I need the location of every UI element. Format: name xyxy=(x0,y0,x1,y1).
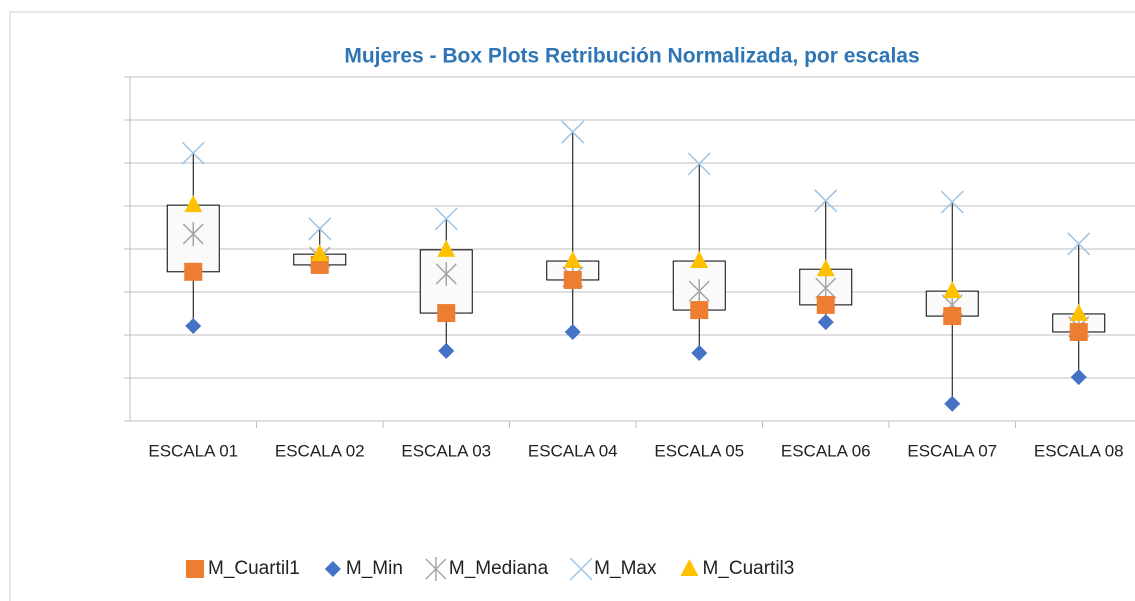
x-tick-label: ESCALA 07 xyxy=(907,441,997,460)
marker-diamond xyxy=(691,345,708,362)
x-tick-label: ESCALA 04 xyxy=(528,441,618,460)
marker-diamond xyxy=(1070,369,1087,386)
marker-square xyxy=(184,262,203,281)
marker-diamond xyxy=(564,323,581,340)
marker-x xyxy=(814,189,838,213)
marker-square xyxy=(1069,322,1088,341)
marker-triangle xyxy=(943,281,962,299)
legend-label: M_Cuartil3 xyxy=(702,558,794,579)
marker-star xyxy=(688,279,710,304)
marker-x xyxy=(561,120,585,144)
marker-x xyxy=(687,152,711,176)
marker-triangle xyxy=(184,195,203,213)
x-tick-label: ESCALA 08 xyxy=(1034,441,1124,460)
legend-item: M_Mediana xyxy=(425,557,549,581)
marker-diamond xyxy=(944,395,961,412)
marker-x xyxy=(569,557,593,581)
marker-square xyxy=(690,301,709,320)
marker-x xyxy=(181,141,205,165)
x-tick-label: ESCALA 05 xyxy=(654,441,744,460)
x-tick-label: ESCALA 01 xyxy=(148,441,238,460)
legend-label: M_Max xyxy=(594,558,657,579)
legend-item: M_Max xyxy=(569,557,657,581)
marker-diamond xyxy=(438,342,455,359)
marker-triangle xyxy=(437,239,456,257)
marker-diamond xyxy=(817,314,834,331)
legend-label: M_Cuartil1 xyxy=(208,558,300,579)
marker-x xyxy=(434,207,458,231)
marker-triangle xyxy=(680,559,699,576)
marker-triangle xyxy=(563,251,582,269)
x-tick-label: ESCALA 02 xyxy=(275,441,365,460)
marker-triangle xyxy=(1069,303,1088,321)
marker-triangle xyxy=(690,251,709,269)
marker-square xyxy=(437,304,456,323)
marker-x xyxy=(940,190,964,214)
marker-triangle xyxy=(310,244,329,262)
legend-item: M_Cuartil3 xyxy=(680,558,794,579)
marker-x xyxy=(1067,232,1091,256)
marker-diamond xyxy=(185,317,202,334)
legend-item: M_Cuartil1 xyxy=(186,558,300,579)
marker-square xyxy=(563,270,582,289)
marker-diamond xyxy=(324,561,341,577)
marker-square xyxy=(186,560,204,578)
legend-label: M_Min xyxy=(346,558,403,579)
marker-triangle xyxy=(816,259,835,277)
chart-title: Mujeres - Box Plots Retribución Normaliz… xyxy=(344,45,919,68)
marker-square xyxy=(816,295,835,314)
marker-star xyxy=(425,557,447,581)
legend-label: M_Mediana xyxy=(449,558,549,579)
marker-star xyxy=(182,221,204,246)
marker-x xyxy=(308,217,332,241)
x-tick-label: ESCALA 03 xyxy=(401,441,491,460)
marker-square xyxy=(943,307,962,326)
marker-star xyxy=(435,261,457,286)
legend-item: M_Min xyxy=(324,558,403,579)
x-tick-label: ESCALA 06 xyxy=(781,441,871,460)
